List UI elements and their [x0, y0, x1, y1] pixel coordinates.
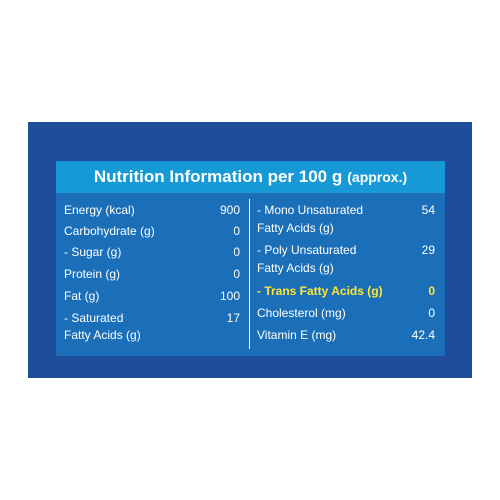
row-value: 0	[233, 267, 240, 281]
row-label: - Mono Unsaturated	[257, 203, 364, 217]
row-value: 0	[233, 224, 240, 238]
row-value: 0	[428, 284, 435, 298]
row-label: Carbohydrate (g)	[64, 224, 155, 238]
row-label: Energy (kcal)	[64, 203, 135, 217]
row-value: 54	[421, 203, 435, 217]
row-label: Fat (g)	[64, 289, 100, 303]
header-approx: (approx.)	[347, 169, 408, 185]
row-label: Protein (g)	[64, 267, 121, 281]
row-label: Fatty Acids (g)	[257, 261, 334, 275]
row-value: 900	[219, 203, 240, 217]
row-label: Fatty Acids (g)	[64, 328, 141, 342]
row-value: 100	[219, 289, 240, 303]
row-value: 17	[226, 311, 240, 325]
row-label: - Trans Fatty Acids (g)	[257, 284, 383, 298]
header-title: Nutrition Information per 100 g	[93, 167, 343, 186]
nutrition-table: Energy (kcal) 900 Carbohydrate (g) 0 - S…	[56, 193, 445, 356]
row-value: 0	[428, 306, 435, 320]
row-label: - Sugar (g)	[64, 245, 122, 259]
row-label: - Poly Unsaturated	[257, 243, 357, 257]
row-value: 0	[233, 245, 240, 259]
row-value: 42.4	[411, 328, 435, 342]
nutrition-header: Nutrition Information per 100 g (approx.…	[56, 161, 445, 193]
row-label: - Saturated	[64, 311, 124, 325]
row-label: Fatty Acids (g)	[257, 221, 334, 235]
row-label: Cholesterol (mg)	[257, 306, 346, 320]
row-value: 29	[421, 243, 435, 257]
row-label: Vitamin E (mg)	[257, 328, 337, 342]
column-divider	[249, 199, 250, 349]
